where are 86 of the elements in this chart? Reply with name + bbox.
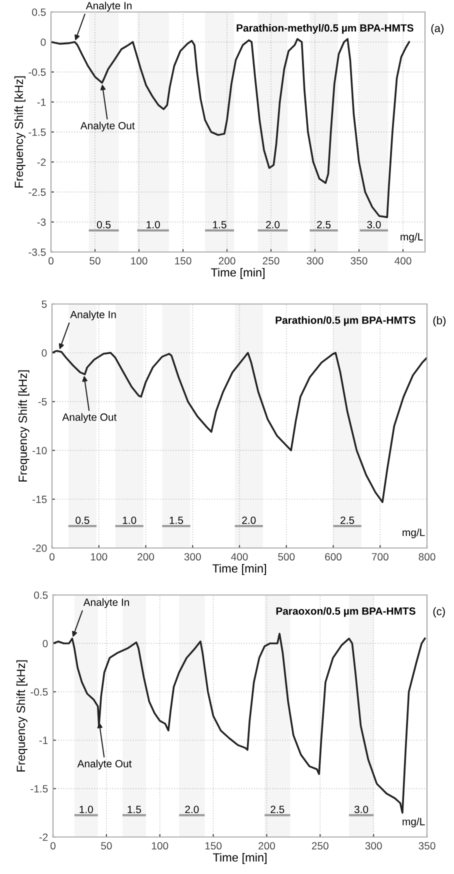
x-tick-label: 200 bbox=[218, 257, 236, 265]
x-tick-label: 150 bbox=[205, 842, 222, 850]
y-tick-label: 0.5 bbox=[32, 8, 46, 16]
x-tick-label: 250 bbox=[262, 257, 280, 265]
y-tick-label: 0 bbox=[42, 640, 48, 648]
annotation: Analyte In bbox=[83, 598, 129, 608]
y-tick-label: -1 bbox=[37, 98, 46, 106]
annotation: Analyte Out bbox=[80, 122, 135, 132]
text: Parathion-methyl/0.5 µm BPA-HMTS bbox=[236, 24, 414, 34]
y-tick-label: -2 bbox=[37, 158, 46, 166]
band-label: 2.5 bbox=[270, 806, 284, 814]
x-axis-title: Time [min] bbox=[212, 564, 266, 575]
text: (a) bbox=[431, 24, 444, 34]
annotation: Analyte In bbox=[86, 2, 132, 12]
text: (b) bbox=[433, 316, 446, 327]
text: (c) bbox=[433, 607, 445, 618]
y-tick-label: 5 bbox=[42, 300, 47, 308]
band-label: 2.5 bbox=[340, 516, 354, 524]
x-tick-label: 50 bbox=[101, 842, 112, 850]
x-tick-label: 800 bbox=[418, 553, 436, 561]
y-tick-label: -0.5 bbox=[28, 68, 46, 76]
y-tick-label: -0.5 bbox=[30, 688, 48, 696]
line-series bbox=[53, 632, 426, 814]
x-tick-label: 100 bbox=[131, 257, 148, 265]
y-tick-label: -15 bbox=[32, 496, 47, 504]
x-tick-label: 300 bbox=[365, 842, 382, 850]
text: Paraoxon/0.5 µm BPA-HMTS bbox=[276, 607, 416, 617]
band-label: 1.5 bbox=[213, 221, 226, 228]
annotation: Analyte In bbox=[70, 310, 116, 320]
y-tick-label: -1 bbox=[39, 736, 48, 744]
x-tick-label: 350 bbox=[350, 257, 368, 265]
x-tick-label: 100 bbox=[90, 553, 108, 561]
y-tick-label: -3 bbox=[37, 218, 46, 226]
y-tick-label: -2.5 bbox=[28, 188, 46, 196]
x-tick-label: 400 bbox=[394, 257, 412, 265]
annotation: mg/L bbox=[402, 818, 425, 828]
x-tick-label: 200 bbox=[138, 553, 154, 561]
text: Parathion/0.5 µm BPA-HMTS bbox=[276, 316, 416, 326]
annotation: mg/L bbox=[400, 232, 423, 243]
y-axis-title: Frequency Shift [kHz] bbox=[14, 76, 26, 188]
x-tick-label: 200 bbox=[258, 842, 275, 850]
x-tick-label: 50 bbox=[90, 257, 100, 265]
y-tick-label: -2 bbox=[39, 834, 48, 841]
band-label: 0.5 bbox=[76, 516, 90, 524]
x-tick-label: 0 bbox=[50, 842, 56, 850]
band-label: 2.0 bbox=[185, 806, 199, 814]
band-label: 3.0 bbox=[354, 806, 368, 814]
y-axis-title: Frequency Shift [kHz] bbox=[18, 370, 30, 482]
x-tick-label: 0 bbox=[48, 257, 54, 265]
x-tick-label: 700 bbox=[372, 553, 388, 561]
x-tick-label: 0 bbox=[50, 553, 54, 561]
y-tick-label: -1.5 bbox=[30, 785, 48, 792]
y-tick-label: -20 bbox=[32, 544, 47, 552]
y-tick-label: 0 bbox=[40, 38, 46, 46]
band-label: 2.0 bbox=[266, 220, 280, 228]
band-label: 1.5 bbox=[170, 516, 184, 524]
band-label: 1.0 bbox=[80, 806, 93, 814]
y-tick-label: 0 bbox=[42, 349, 47, 357]
x-tick-label: 300 bbox=[306, 257, 324, 265]
x-tick-label: 150 bbox=[175, 257, 192, 265]
y-axis-title: Frequency Shift [kHz] bbox=[16, 660, 28, 772]
x-tick-label: 100 bbox=[152, 842, 168, 850]
line-series bbox=[51, 38, 410, 218]
x-axis-title: Time [min] bbox=[212, 852, 266, 864]
x-tick-label: 250 bbox=[312, 842, 328, 850]
x-tick-label: 400 bbox=[231, 553, 248, 561]
annotation: mg/L bbox=[402, 528, 425, 538]
y-tick-label: -3.5 bbox=[28, 248, 46, 256]
x-tick-label: 300 bbox=[184, 553, 201, 561]
annotation: Analyte Out bbox=[77, 760, 132, 770]
band-label: 0.5 bbox=[96, 220, 111, 228]
band-label: 3.0 bbox=[367, 220, 381, 228]
annotation: Analyte Out bbox=[62, 413, 117, 423]
y-tick-label: 0.5 bbox=[34, 592, 48, 599]
y-tick-label: -10 bbox=[32, 446, 47, 454]
x-tick-label: 350 bbox=[418, 842, 436, 850]
band-label: 2.0 bbox=[242, 516, 256, 524]
x-tick-label: 600 bbox=[325, 553, 342, 561]
band-label: 1.5 bbox=[128, 806, 142, 814]
band-label: 1.0 bbox=[122, 516, 136, 524]
x-axis-title: Time [min] bbox=[210, 268, 264, 279]
x-tick-label: 500 bbox=[278, 553, 295, 561]
band-label: 2.5 bbox=[317, 220, 331, 228]
band-label: 1.0 bbox=[146, 220, 160, 228]
y-tick-label: -1.5 bbox=[28, 128, 46, 136]
y-tick-label: -5 bbox=[38, 398, 47, 406]
